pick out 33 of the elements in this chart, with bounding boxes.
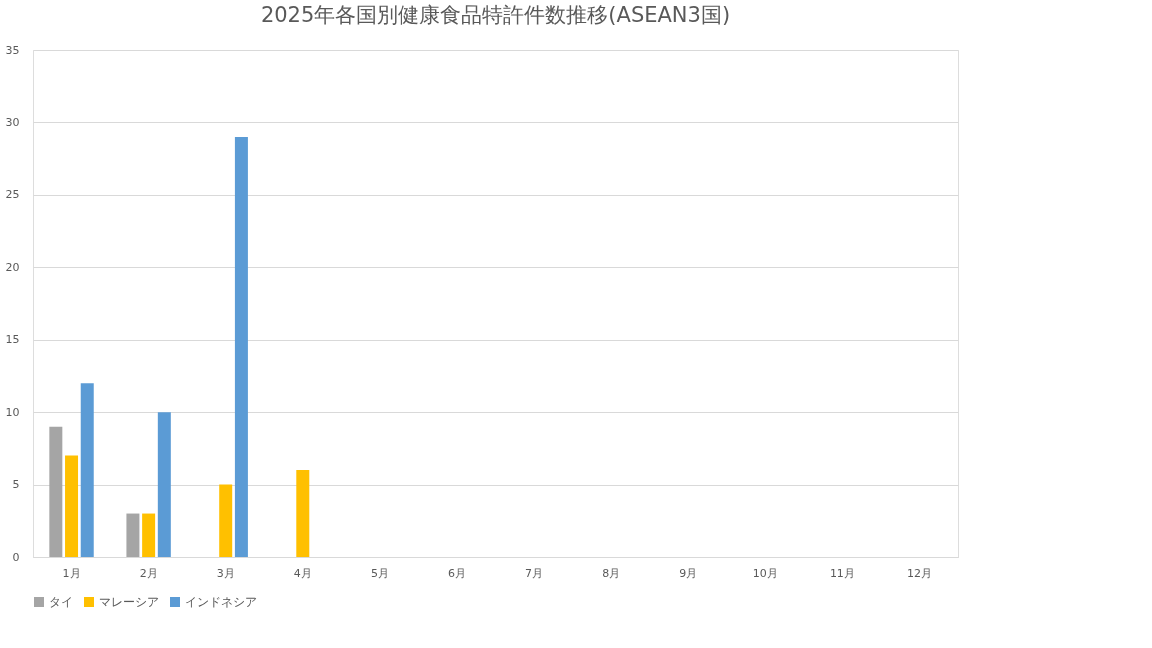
x-tick-label: 9月 [679, 566, 698, 580]
x-tick-label: 1月 [62, 566, 81, 580]
x-tick-label: 2月 [139, 566, 158, 580]
legend-label: タイ [49, 595, 73, 609]
legend-label: マレーシア [99, 595, 159, 609]
bar [49, 426, 63, 557]
chart-title: 2025年各国別健康食品特許件数推移(ASEAN3国) [260, 3, 731, 27]
bar [65, 455, 79, 557]
x-tick-label: 6月 [447, 566, 466, 580]
x-tick-label: 12月 [906, 566, 932, 580]
bar [80, 383, 94, 557]
y-tick-label: 10 [5, 405, 20, 419]
bar [234, 136, 248, 557]
y-tick-label: 20 [5, 260, 20, 274]
bar [219, 484, 233, 557]
y-tick-label: 25 [5, 188, 20, 202]
x-tick-label: 11月 [829, 566, 855, 580]
y-tick-label: 15 [5, 333, 20, 347]
bar [296, 470, 310, 557]
x-tick-label: 3月 [216, 566, 235, 580]
bar [142, 513, 156, 557]
y-tick-label: 0 [12, 550, 20, 564]
x-tick-label: 7月 [525, 566, 544, 580]
x-tick-label: 5月 [370, 566, 389, 580]
bar [157, 412, 171, 557]
bar [126, 513, 140, 557]
y-tick-label: 5 [12, 478, 20, 492]
x-tick-label: 8月 [602, 566, 621, 580]
y-tick-label: 35 [5, 43, 20, 57]
x-tick-label: 10月 [752, 566, 778, 580]
y-tick-label: 30 [5, 115, 20, 129]
legend-label: インドネシア [185, 595, 257, 609]
x-tick-label: 4月 [293, 566, 312, 580]
